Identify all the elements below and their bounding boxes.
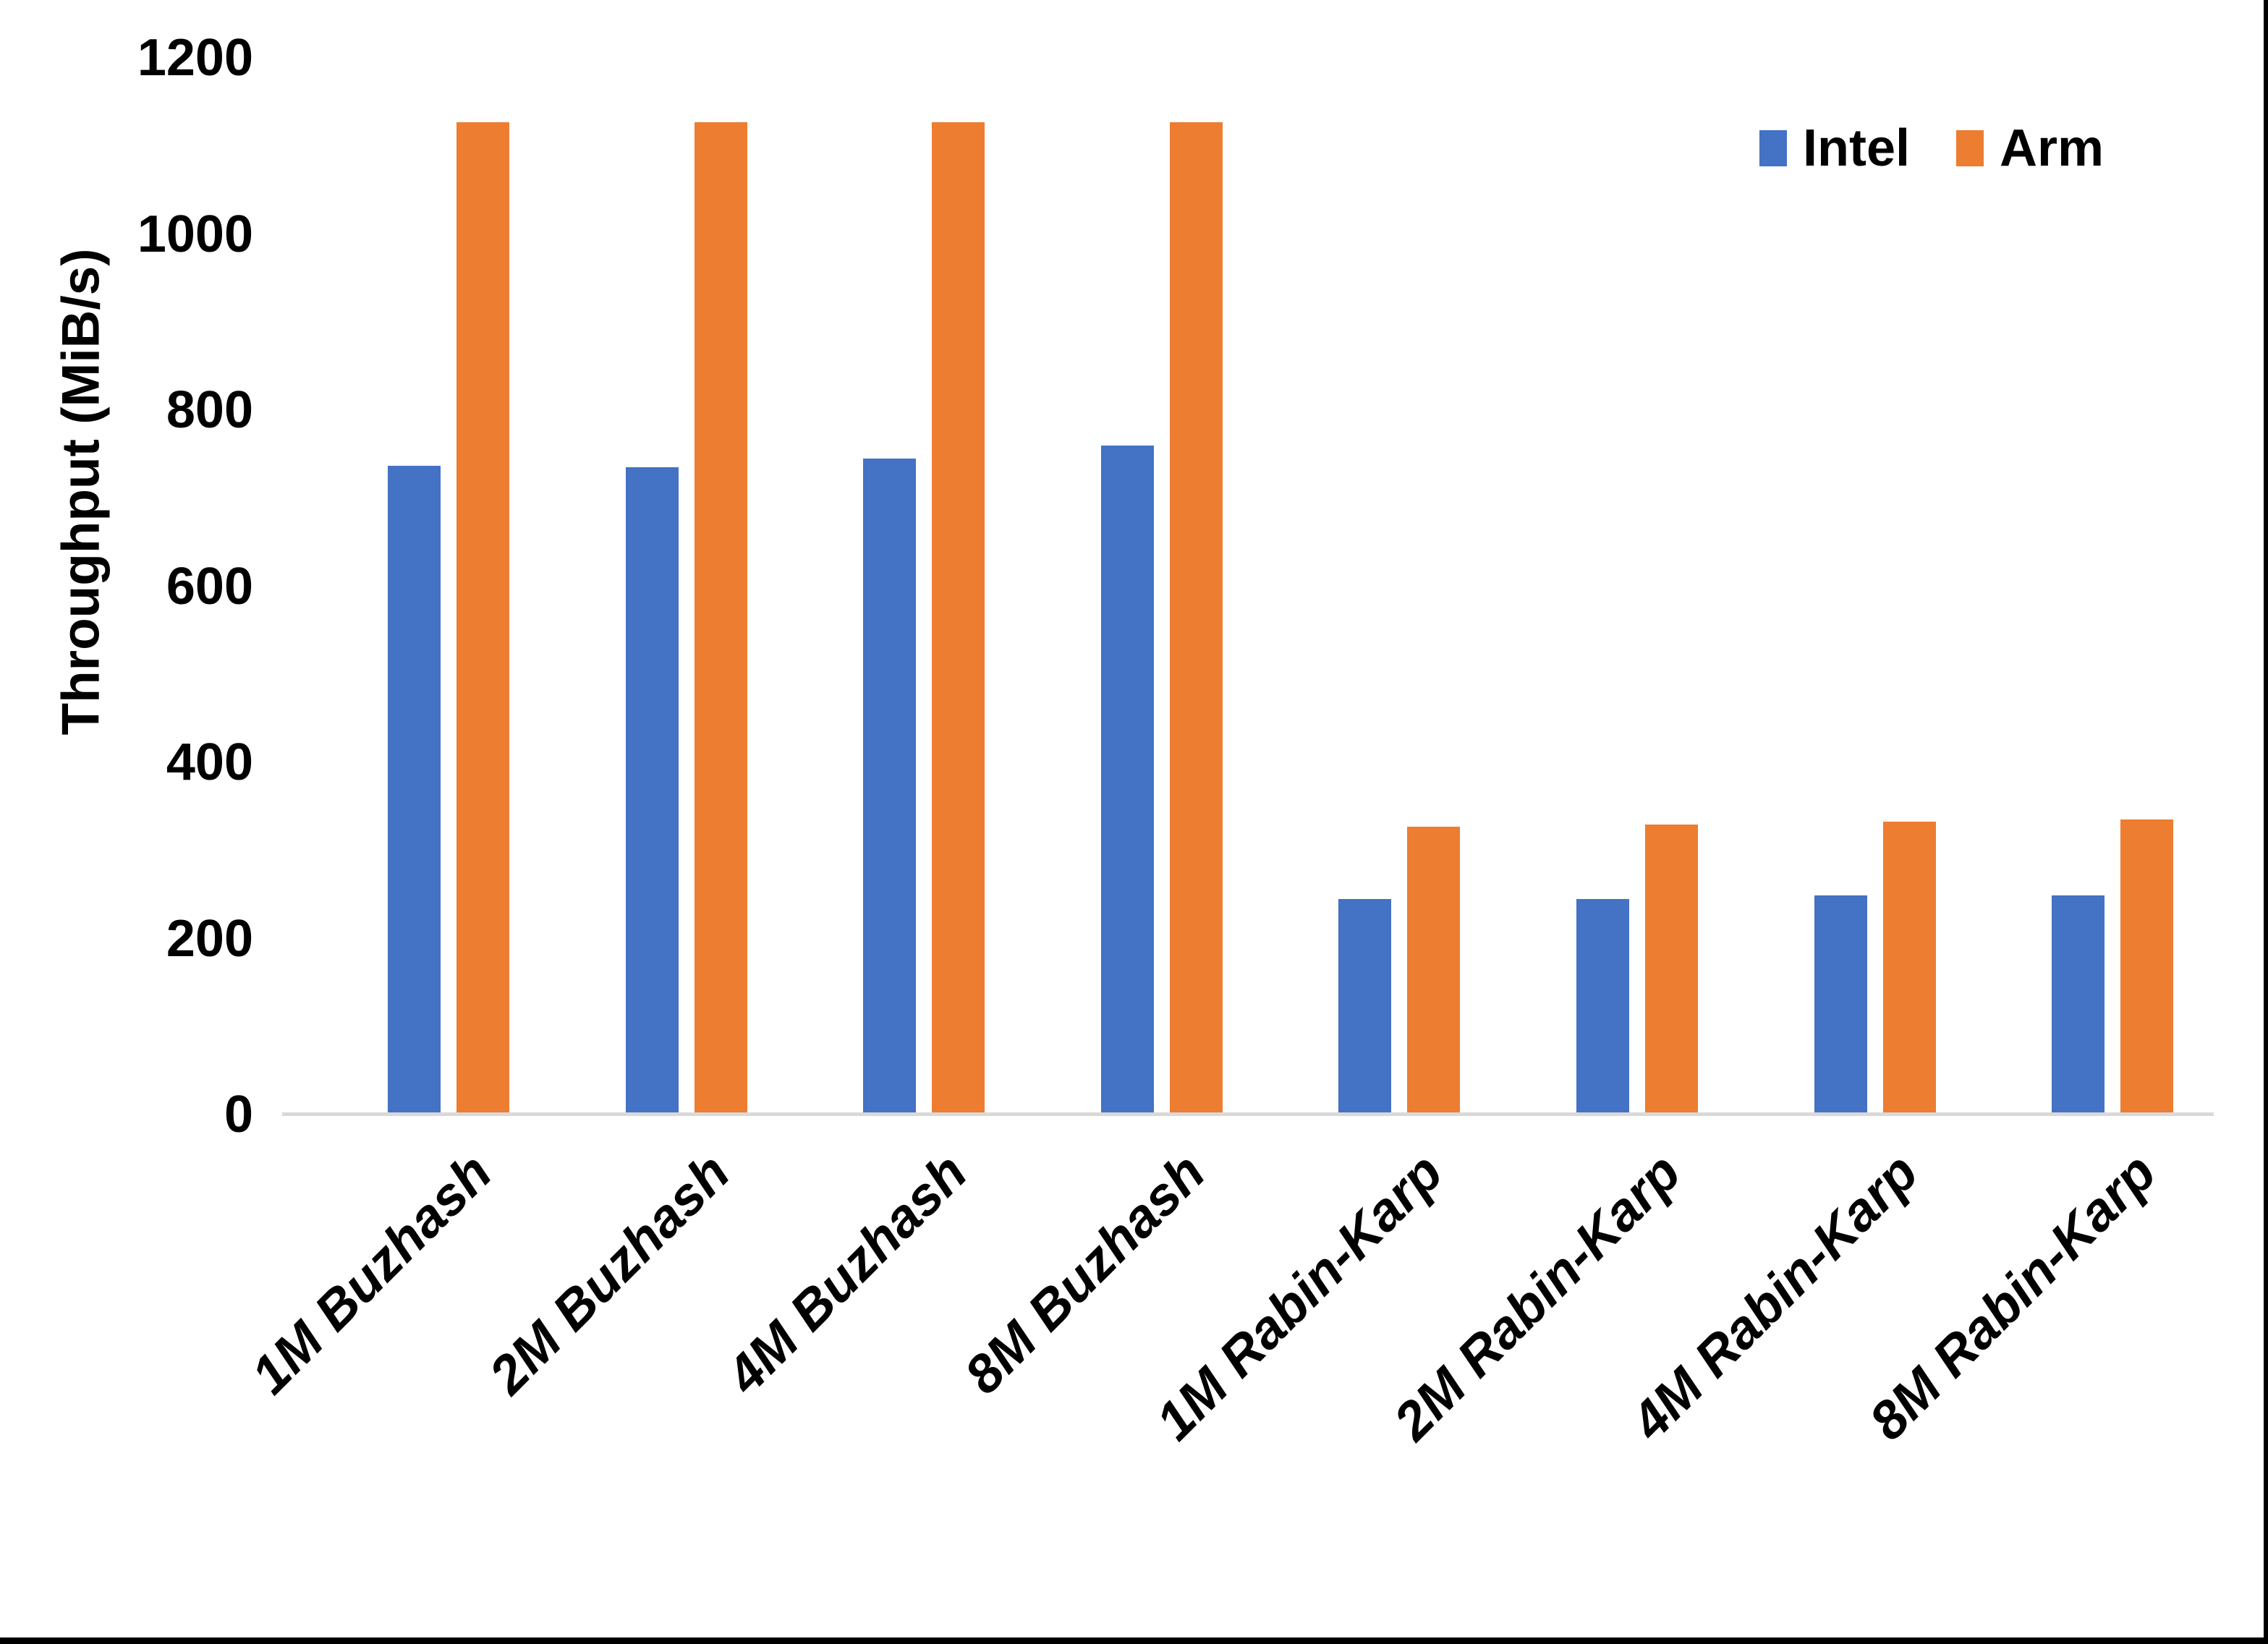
bar-intel-8m-rabin-karp bbox=[2052, 895, 2105, 1115]
legend-swatch-arm bbox=[1956, 130, 1984, 166]
y-tick-label-1000: 1000 bbox=[137, 205, 253, 263]
bar-intel-1m-rabin-karp bbox=[1338, 899, 1391, 1115]
legend-label-arm: Arm bbox=[2000, 119, 2105, 177]
legend-swatch-intel bbox=[1759, 130, 1787, 166]
legend-item-intel: Intel bbox=[1759, 119, 1910, 178]
y-tick-label-0: 0 bbox=[224, 1086, 253, 1143]
bar-arm-1m-buzhash bbox=[456, 122, 509, 1115]
bar-intel-1m-buzhash bbox=[388, 466, 441, 1115]
category-label-8m-buzhash: 8M Buzhash bbox=[953, 1141, 1217, 1405]
y-tick-label-800: 800 bbox=[166, 381, 253, 439]
y-tick-label-1200: 1200 bbox=[137, 29, 253, 87]
y-axis-title: Throughput (MiB/s) bbox=[51, 248, 111, 736]
screenshot-right-border bbox=[2264, 0, 2268, 1644]
x-axis-line bbox=[282, 1112, 2214, 1116]
bar-arm-8m-buzhash bbox=[1170, 122, 1223, 1115]
bar-arm-4m-buzhash bbox=[932, 122, 985, 1115]
legend-label-intel: Intel bbox=[1803, 119, 1911, 177]
y-tick-label-600: 600 bbox=[166, 557, 253, 616]
bar-intel-2m-rabin-karp bbox=[1576, 899, 1629, 1115]
screenshot-bottom-border bbox=[0, 1637, 2268, 1644]
category-label-1m-buzhash: 1M Buzhash bbox=[239, 1141, 504, 1405]
bar-arm-2m-rabin-karp bbox=[1645, 825, 1698, 1115]
y-tick-label-200: 200 bbox=[166, 909, 253, 968]
bar-intel-8m-buzhash bbox=[1101, 446, 1154, 1115]
bar-intel-4m-rabin-karp bbox=[1814, 895, 1867, 1115]
bar-intel-2m-buzhash bbox=[626, 467, 679, 1115]
bar-intel-4m-buzhash bbox=[863, 459, 916, 1115]
bar-arm-8m-rabin-karp bbox=[2120, 819, 2173, 1115]
category-label-4m-buzhash: 4M Buzhash bbox=[715, 1141, 979, 1405]
bar-arm-1m-rabin-karp bbox=[1407, 827, 1460, 1115]
bar-arm-2m-buzhash bbox=[695, 122, 747, 1115]
legend-item-arm: Arm bbox=[1956, 119, 2104, 178]
bar-arm-4m-rabin-karp bbox=[1883, 822, 1936, 1115]
legend: Intel Arm bbox=[1759, 117, 2104, 179]
category-label-2m-buzhash: 2M Buzhash bbox=[477, 1141, 742, 1405]
y-tick-label-400: 400 bbox=[166, 733, 253, 791]
